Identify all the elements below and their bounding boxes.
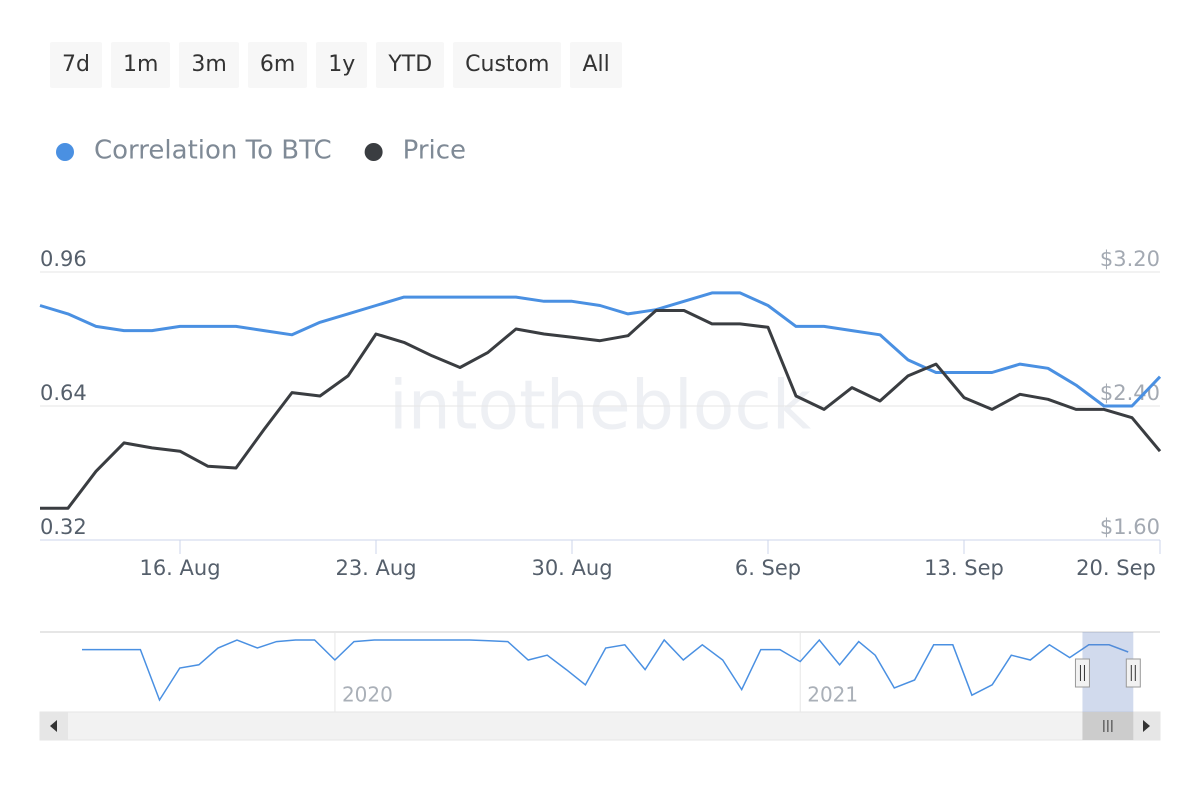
x-tick-label: 30. Aug xyxy=(531,556,612,580)
x-tick-label: 16. Aug xyxy=(139,556,220,580)
range-selector: 7d 1m 3m 6m 1y YTD Custom All xyxy=(50,42,622,88)
navigator-tick-label: 2021 xyxy=(807,683,858,707)
y-tick-label: 0.96 xyxy=(40,247,87,271)
range-button[interactable]: 3m xyxy=(179,42,239,88)
y2-tick-label: $3.20 xyxy=(1100,247,1160,271)
y2-tick-label: $1.60 xyxy=(1100,515,1160,539)
range-button[interactable]: All xyxy=(570,42,622,88)
navigator-line xyxy=(82,638,1129,702)
x-tick-label: 13. Sep xyxy=(924,556,1004,580)
range-button[interactable]: YTD xyxy=(376,42,445,88)
series-line xyxy=(39,291,1162,408)
range-button[interactable]: 1y xyxy=(316,42,368,88)
thumb-grip xyxy=(1103,720,1113,732)
range-button[interactable]: Custom xyxy=(453,42,562,88)
range-button[interactable]: 7d xyxy=(50,42,102,88)
x-tick-label: 23. Aug xyxy=(335,556,416,580)
navigator-handle[interactable] xyxy=(1125,658,1141,688)
navigator-handle[interactable] xyxy=(1074,658,1090,688)
y-tick-label: 0.32 xyxy=(40,515,87,539)
scroll-left-arrow xyxy=(50,720,57,732)
navigator-window xyxy=(1082,632,1134,712)
legend-marker xyxy=(56,143,74,161)
y2-tick-label: $2.40 xyxy=(1100,381,1160,405)
handle-grip xyxy=(1079,665,1085,681)
scroll-right-arrow xyxy=(1143,720,1150,732)
scrollbar-track[interactable] xyxy=(39,711,1161,741)
legend-label: Price xyxy=(403,136,466,166)
x-tick-label: 20. Sep xyxy=(1076,556,1156,580)
legend-marker xyxy=(364,143,383,161)
handle-grip xyxy=(1130,665,1136,681)
legend-label: Correlation To BTC xyxy=(94,136,332,166)
series-line xyxy=(40,309,1162,510)
y-tick-label: 0.64 xyxy=(40,381,87,405)
range-button[interactable]: 1m xyxy=(110,42,171,88)
navigator-tick-label: 2020 xyxy=(342,683,393,707)
range-button[interactable]: 6m xyxy=(247,42,308,88)
x-tick-label: 6. Sep xyxy=(735,556,801,580)
